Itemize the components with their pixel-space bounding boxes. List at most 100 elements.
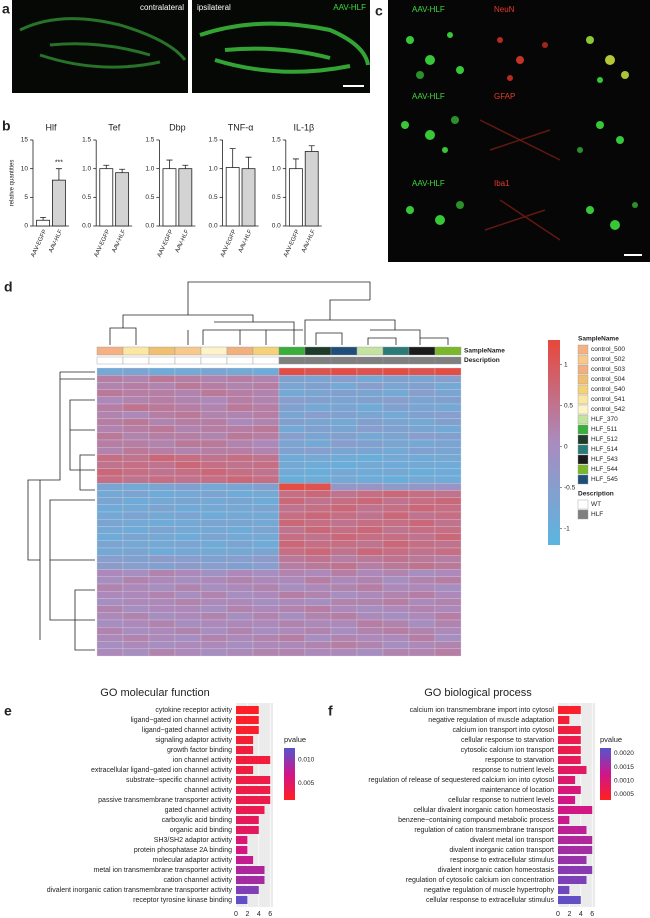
heatmap-cell — [278, 490, 306, 498]
heatmap-cell — [200, 454, 228, 462]
heatmap-cell — [278, 533, 306, 541]
heatmap-cell — [226, 583, 254, 592]
heatmap-cell — [96, 619, 124, 628]
heatmap-cell — [174, 447, 202, 455]
heatmap-cell — [278, 504, 306, 513]
heatmap-cell — [382, 403, 410, 412]
heatmap-cell — [304, 483, 332, 491]
heatmap-cell — [408, 634, 436, 642]
heatmap-cell — [304, 526, 332, 534]
category-label: ligand−gated channel activity — [142, 727, 233, 734]
category-label: cellular divalent inorganic cation homeo… — [414, 807, 555, 814]
heatmap-cell — [304, 533, 332, 541]
heatmap-cell — [408, 641, 436, 649]
heatmap-cell — [252, 648, 280, 657]
annotation-label: SampleName — [464, 348, 505, 355]
heatmap-cell — [200, 411, 228, 419]
heatmap-cell — [252, 576, 280, 585]
heatmap-cell — [252, 418, 280, 426]
heatmap-cell — [200, 447, 228, 455]
heatmap-cell — [96, 367, 124, 376]
heatmap-cell — [200, 367, 228, 376]
heatmap-cell — [200, 598, 228, 606]
colorbar-tick-label: -0.5 — [564, 484, 576, 491]
heatmap-cell — [252, 555, 280, 563]
sample-annotation — [330, 346, 358, 356]
category-label: calcium ion transport into cytosol — [452, 727, 554, 734]
heatmap-cell — [408, 569, 436, 577]
chart-title: IL-1β — [293, 122, 314, 132]
panel-label: d — [4, 279, 13, 295]
bar — [236, 846, 248, 854]
heatmap-cell — [96, 627, 124, 635]
bar — [236, 786, 271, 794]
category-label: cytosolic calcium ion transport — [461, 747, 554, 754]
y-tick-label: 1.0 — [272, 165, 281, 172]
heatmap-cell — [382, 598, 410, 606]
heatmap-cell — [96, 533, 124, 541]
heatmap-cell — [434, 382, 462, 390]
y-tick-label: 0.5 — [82, 194, 91, 201]
heatmap-cell — [122, 439, 150, 448]
heatmap-cell — [200, 634, 228, 642]
heatmap-cell — [434, 504, 462, 513]
legend-label: control_500 — [591, 346, 625, 353]
bar — [236, 756, 271, 764]
legend-label: HLF_545 — [591, 476, 618, 483]
heatmap-cell — [200, 648, 228, 657]
heatmap-cell — [148, 475, 176, 484]
heatmap-cell — [330, 519, 358, 527]
heatmap-cell — [148, 605, 176, 613]
heatmap-cell — [226, 483, 254, 491]
heatmap-cell — [200, 533, 228, 541]
bar — [236, 766, 254, 774]
heatmap-cell — [174, 439, 202, 448]
y-tick-label: 0 — [24, 223, 28, 230]
heatmap-cell — [434, 475, 462, 484]
heatmap-cell — [122, 497, 150, 505]
category-label: protein phosphatase 2A binding — [134, 847, 232, 854]
category-label: regulation of cytosolic calcium ion conc… — [406, 877, 554, 884]
bar — [558, 856, 587, 864]
error-bar — [292, 158, 299, 169]
heatmap-cell — [226, 439, 254, 448]
heatmap-cell — [304, 555, 332, 563]
heatmap-cell — [356, 533, 384, 541]
heatmap-cell — [174, 540, 202, 549]
category-label: signaling adaptor activity — [155, 737, 232, 744]
heatmap-cell — [330, 555, 358, 563]
heatmap-cell — [252, 483, 280, 491]
heatmap-cell — [174, 583, 202, 592]
heatmap-cell — [382, 540, 410, 549]
category-label: SH3/SH2 adaptor activity — [154, 837, 233, 844]
heatmap-cell — [226, 641, 254, 649]
colorbar-tick-label: 0.0005 — [614, 791, 634, 798]
heatmap-cell — [252, 425, 280, 433]
heatmap-cell — [174, 612, 202, 621]
heatmap-cell — [226, 533, 254, 541]
x-tick-label: AAV-HLF — [48, 229, 64, 254]
category-label: ligand−gated ion channel activity — [131, 717, 233, 724]
heatmap-cell — [382, 648, 410, 657]
heatmap-cell — [382, 619, 410, 628]
colorbar — [600, 748, 611, 800]
heatmap-cell — [330, 483, 358, 491]
bar — [236, 896, 248, 904]
heatmap-cell — [382, 418, 410, 426]
panel-label: e — [4, 703, 12, 719]
heatmap-cell — [382, 504, 410, 513]
heatmap-cell — [304, 432, 332, 441]
heatmap-cell — [174, 619, 202, 628]
heatmap-cell — [148, 382, 176, 390]
heatmap-cell — [330, 382, 358, 390]
heatmap-cell — [148, 461, 176, 469]
heatmap-cell — [382, 569, 410, 577]
heatmap-cell — [304, 497, 332, 505]
heatmap-cell — [304, 403, 332, 412]
heatmap-cell — [330, 576, 358, 585]
heatmap-cell — [434, 425, 462, 433]
heatmap-cell — [226, 605, 254, 613]
legend-title: SampleName — [578, 336, 619, 343]
colorbar-tick-label: 0.0015 — [614, 764, 634, 771]
sample-annotation — [226, 346, 254, 356]
